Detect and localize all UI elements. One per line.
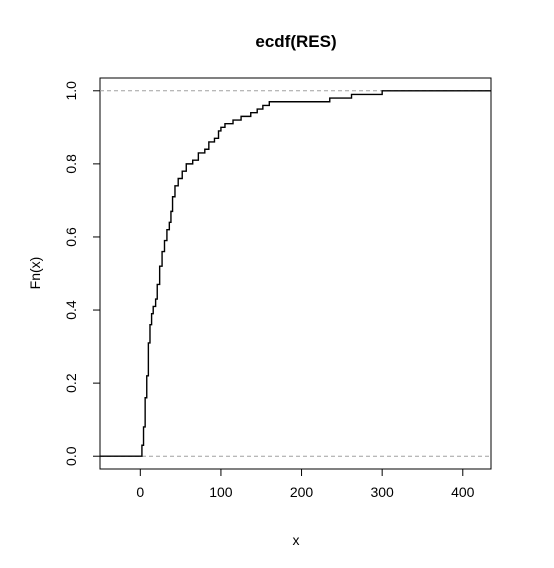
y-tick-label: 0.8	[63, 154, 79, 174]
y-tick-label: 0.2	[63, 373, 79, 393]
reference-lines	[100, 90, 491, 457]
chart-title: ecdf(RES)	[255, 32, 336, 51]
x-tick-label: 0	[136, 484, 144, 500]
x-tick-label: 400	[451, 484, 475, 500]
y-tick-label: 1.0	[63, 81, 79, 101]
x-axis-label: x	[293, 532, 300, 548]
y-tick-label: 0.4	[63, 300, 79, 320]
plot-frame	[99, 77, 492, 470]
x-tick-label: 100	[209, 484, 233, 500]
x-tick-label: 300	[370, 484, 394, 500]
x-axis: 0 100 200 300 400	[136, 469, 475, 500]
x-tick-label: 200	[290, 484, 314, 500]
y-axis-label: Fn(x)	[27, 257, 43, 290]
y-tick-label: 0.0	[63, 446, 79, 466]
ecdf-series-line	[100, 90, 491, 457]
y-tick-label: 0.6	[63, 227, 79, 247]
y-axis: 0.0 0.2 0.4 0.6 0.8 1.0	[63, 81, 100, 466]
